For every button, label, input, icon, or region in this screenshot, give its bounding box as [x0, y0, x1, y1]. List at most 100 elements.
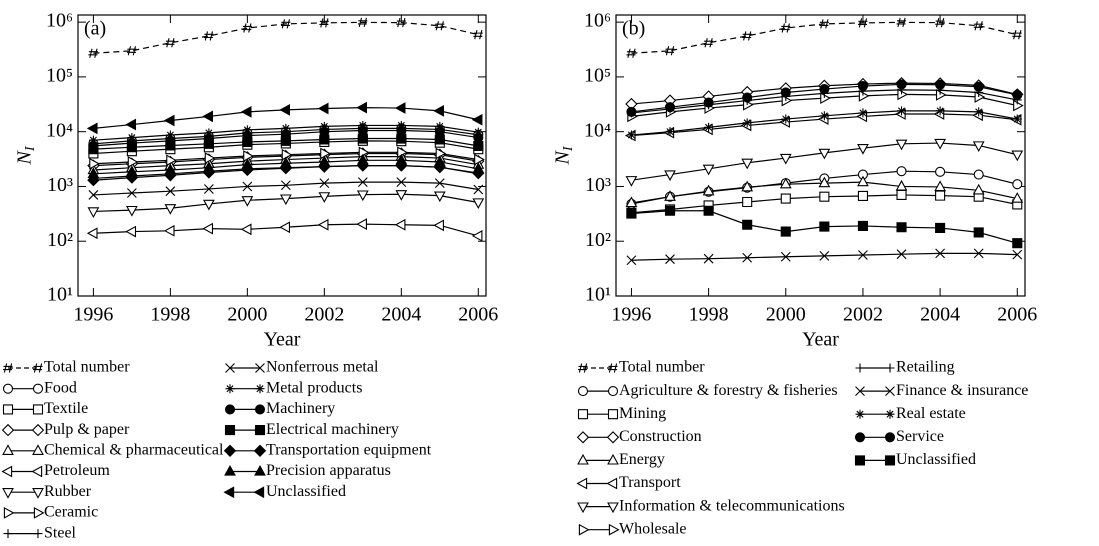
legend-label: Ceramic	[44, 504, 98, 521]
data-point	[394, 218, 406, 231]
data-point	[665, 46, 675, 56]
data-point	[1012, 114, 1022, 124]
data-point	[87, 167, 100, 178]
legend-marker	[855, 363, 865, 373]
legend-marker	[608, 523, 620, 536]
data-point	[625, 196, 638, 208]
x-tick-label: 1996	[611, 304, 651, 326]
data-point	[1011, 150, 1024, 162]
legend-label: Energy	[619, 451, 665, 468]
data-point	[126, 205, 138, 217]
data-point	[434, 134, 445, 145]
data-point	[857, 18, 868, 28]
data-point	[279, 194, 292, 206]
legend-marker	[3, 507, 15, 519]
plot-frame	[77, 14, 487, 297]
legend-entry: Retailing	[855, 359, 955, 376]
data-point	[626, 106, 637, 117]
data-point	[741, 180, 754, 192]
legend-label: Machinery	[266, 400, 335, 417]
legend-entry: Service	[854, 428, 944, 445]
legend-entry: Construction	[576, 428, 702, 445]
legend-entry: Real estate	[855, 405, 966, 422]
legend-label: Chemical & pharmaceutical	[44, 441, 224, 458]
data-point	[472, 198, 485, 210]
data-point	[434, 178, 445, 189]
data-point	[742, 196, 753, 208]
y-tick-label: 10²	[585, 229, 611, 251]
data-point	[242, 181, 253, 192]
legend-entry: Chemical & pharmaceutical	[2, 441, 224, 458]
data-point	[163, 224, 175, 237]
legend-label: Service	[896, 428, 944, 445]
legend-label: Textile	[44, 400, 88, 417]
data-point	[165, 186, 176, 197]
legend-label: Unclassified	[896, 451, 976, 468]
data-point	[703, 38, 714, 48]
legend-marker	[254, 404, 266, 415]
data-point	[394, 102, 406, 114]
data-point	[896, 79, 907, 90]
data-point	[780, 23, 791, 33]
data-point	[356, 190, 369, 202]
data-point	[781, 114, 791, 124]
data-point	[818, 176, 831, 188]
data-point	[1012, 238, 1023, 249]
data-point	[319, 18, 329, 28]
legend-entry: Precision apparatus	[224, 462, 391, 479]
data-point	[204, 152, 216, 164]
data-point	[935, 17, 945, 28]
data-point	[279, 104, 290, 116]
data-point	[397, 146, 408, 159]
data-point	[896, 222, 907, 233]
data-point	[935, 88, 947, 101]
data-point	[780, 251, 791, 262]
data-point	[396, 120, 406, 130]
data-point	[240, 223, 252, 236]
data-point	[319, 134, 330, 145]
data-point	[435, 147, 447, 160]
data-point	[858, 250, 868, 260]
data-point	[280, 180, 291, 191]
data-point	[780, 193, 791, 204]
data-point	[626, 255, 637, 266]
legend-marker	[255, 384, 265, 394]
data-point	[88, 190, 99, 200]
legend-marker	[855, 386, 865, 396]
data-point	[395, 190, 408, 201]
x-tick-label: 2006	[458, 304, 498, 326]
data-point	[240, 105, 252, 118]
legend-marker	[223, 444, 237, 457]
data-point	[703, 253, 714, 264]
legend-marker	[255, 363, 265, 373]
data-point	[742, 92, 753, 103]
data-point	[89, 157, 100, 170]
data-point	[664, 205, 676, 216]
data-point	[818, 148, 831, 160]
data-point	[896, 189, 907, 200]
legend-marker	[2, 383, 14, 394]
data-point	[433, 155, 446, 167]
legend-marker	[225, 363, 235, 373]
data-point	[742, 118, 752, 128]
y-tick-label: 10⁵	[584, 65, 611, 87]
y-axis-label: NI	[552, 145, 577, 165]
data-point	[88, 135, 98, 145]
data-point	[202, 222, 214, 235]
data-point	[203, 31, 214, 41]
legend-marker	[854, 455, 866, 466]
data-point	[819, 191, 830, 202]
data-point	[819, 250, 830, 261]
legend-entry: Total number	[578, 359, 705, 376]
data-point	[935, 79, 946, 90]
data-point	[857, 81, 868, 92]
data-point	[356, 101, 367, 114]
legend-entry: Information & telecommunications	[577, 497, 845, 514]
legend-marker	[2, 488, 14, 499]
data-point	[820, 92, 831, 105]
data-point	[1013, 99, 1024, 112]
legend-marker	[254, 425, 266, 436]
x-tick-label: 2000	[227, 304, 267, 326]
data-point	[204, 128, 214, 138]
